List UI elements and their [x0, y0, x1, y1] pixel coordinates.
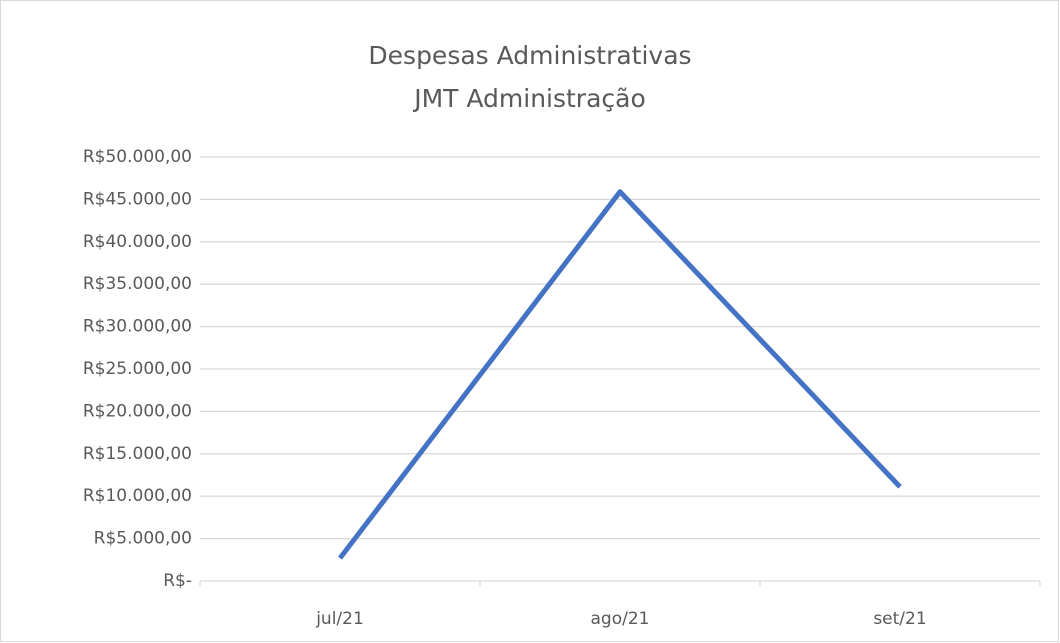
y-tick-label: R$45.000,00: [83, 189, 192, 209]
data-line: [338, 189, 902, 560]
y-tick-label: R$50.000,00: [83, 147, 192, 167]
y-tick-label: R$25.000,00: [83, 359, 192, 379]
y-tick-label: R$20.000,00: [83, 401, 192, 421]
y-tick-label: R$40.000,00: [83, 232, 192, 252]
x-tick-label: ago/21: [591, 609, 650, 629]
y-tick-label: R$5.000,00: [94, 529, 192, 549]
x-tick-label: set/21: [873, 609, 926, 629]
y-tick-label: R$-: [163, 571, 192, 591]
chart-subtitle: JMT Administração: [412, 84, 646, 113]
x-tick-label: jul/21: [315, 609, 364, 629]
y-tick-label: R$35.000,00: [83, 274, 192, 294]
y-tick-label: R$15.000,00: [83, 444, 192, 464]
y-tick-label: R$10.000,00: [83, 486, 192, 506]
y-tick-label: R$30.000,00: [83, 317, 192, 337]
chart-title: Despesas Administrativas: [368, 41, 691, 70]
